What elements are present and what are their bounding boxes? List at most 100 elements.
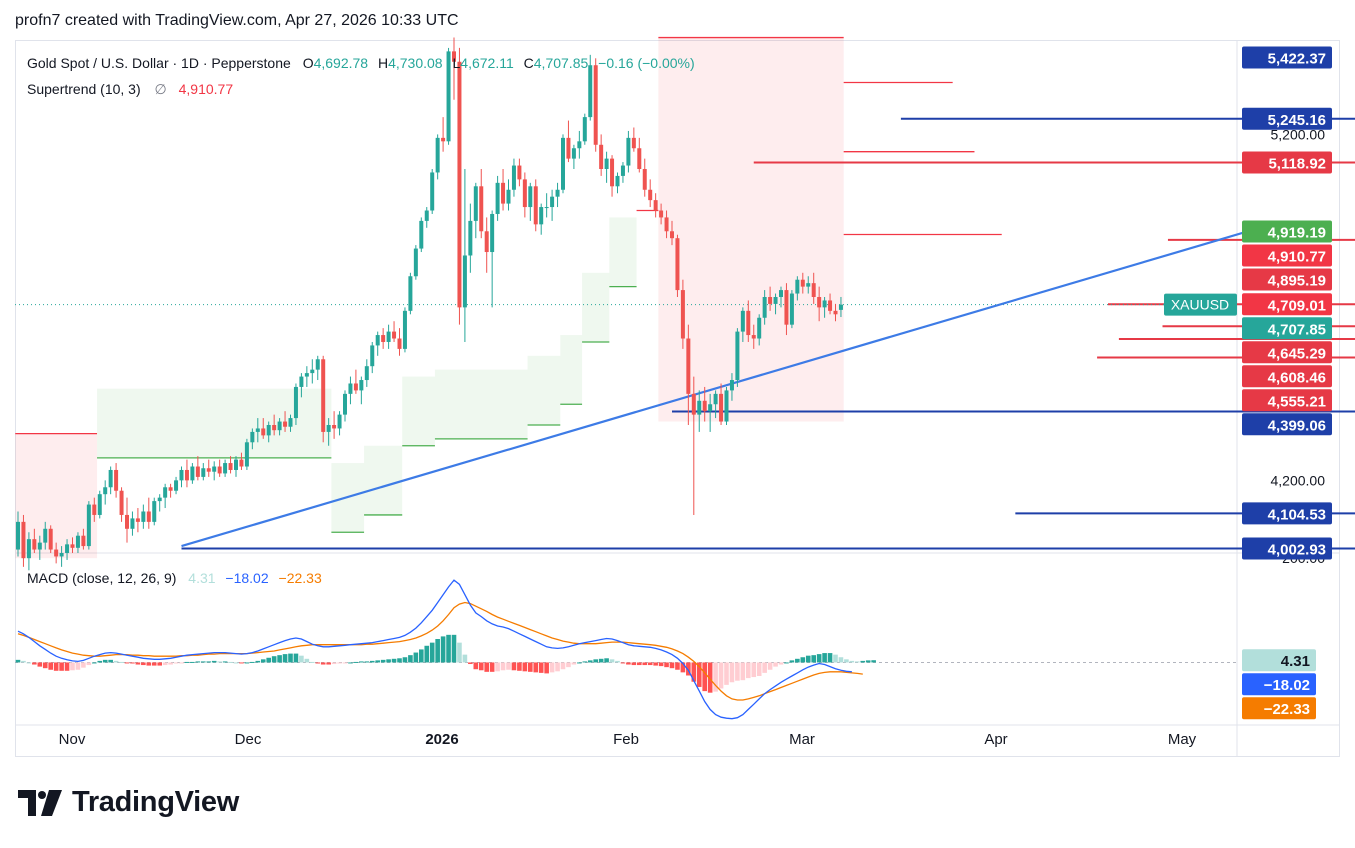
macd-histogram-bar	[168, 662, 173, 665]
macd-histogram-bar	[724, 662, 729, 685]
candle-body	[190, 466, 195, 481]
price-tag-background	[1242, 244, 1332, 267]
price-tag-background	[1242, 502, 1332, 525]
chart-frame[interactable]	[15, 40, 1340, 757]
supertrend-value: 4,910.77	[178, 81, 234, 97]
macd-histogram-bar	[593, 659, 598, 663]
candle-body	[206, 468, 211, 472]
candle-body	[223, 463, 228, 474]
macd-histogram-bar	[560, 662, 566, 670]
time-axis-tick-label: Feb	[613, 731, 639, 748]
candle-body	[697, 400, 702, 415]
macd-histogram-bar	[233, 662, 239, 664]
candle-body	[631, 137, 636, 149]
macd-histogram-bar	[511, 662, 517, 671]
macd-histogram-bar	[609, 659, 615, 663]
macd-histogram-bar	[707, 662, 713, 693]
candle-body	[141, 511, 146, 522]
candle-body	[588, 65, 593, 118]
candle-body	[103, 487, 108, 495]
macd-histogram-bar	[53, 662, 59, 671]
macd-histogram-bar	[92, 662, 97, 664]
candle-body	[32, 539, 37, 550]
chart-canvas[interactable]: 5,200.004,800.004,200.00200.00XAUUSD5,42…	[0, 0, 1355, 760]
candle-body	[348, 383, 353, 394]
macd-histogram-bar	[528, 662, 533, 672]
time-axis-tick-label: May	[1168, 731, 1197, 748]
time-axis-tick-label: Apr	[984, 731, 1007, 748]
macd-histogram-bar	[451, 634, 457, 663]
macd-histogram-bar	[533, 662, 539, 673]
macd-histogram-bar	[669, 662, 675, 669]
low-label: L	[452, 55, 461, 71]
tradingview-logo-icon	[18, 789, 62, 816]
macd-histogram-bar	[658, 662, 664, 667]
macd-histogram-bar	[21, 660, 26, 663]
macd-histogram-bar	[489, 662, 495, 672]
candle-body	[37, 542, 42, 550]
macd-histogram-bar	[457, 642, 462, 663]
supertrend-fill	[658, 37, 844, 422]
candle-body	[293, 386, 298, 419]
macd-histogram-bar	[631, 662, 637, 666]
macd-histogram-bar	[326, 662, 331, 665]
price-axis-tick-label: 5,200.00	[1271, 126, 1326, 142]
candle-body	[277, 421, 282, 431]
open-label: O	[302, 55, 314, 71]
macd-histogram-bar	[756, 662, 762, 677]
candle-body	[310, 369, 315, 374]
candle-body	[304, 373, 309, 377]
macd-histogram-bar	[337, 662, 342, 664]
candle-body	[435, 137, 440, 173]
candle-body	[43, 528, 48, 543]
macd-histogram-bar	[408, 655, 413, 663]
candle-body	[419, 220, 424, 249]
trendline	[181, 223, 1272, 548]
candle-body	[315, 359, 320, 370]
candle-body	[283, 421, 288, 427]
candle-body	[708, 404, 713, 412]
macd-histogram-bar	[587, 660, 593, 663]
macd-histogram-bar	[26, 662, 32, 664]
price-tag-background	[1242, 413, 1332, 436]
macd-histogram-bar	[206, 661, 212, 663]
candle-body	[452, 51, 456, 62]
tradingview-logo[interactable]: TradingView	[18, 786, 239, 819]
candle-body	[664, 217, 669, 232]
macd-histogram-bar	[827, 653, 833, 663]
macd-histogram-bar	[800, 657, 806, 663]
macd-histogram-bar	[386, 659, 391, 663]
time-axis-tick-label: Mar	[789, 731, 815, 748]
macd-histogram-bar	[855, 661, 860, 663]
macd-histogram-bar	[108, 659, 113, 663]
candle-body	[571, 148, 576, 159]
macd-histogram-bar	[75, 662, 81, 670]
candle-body	[735, 331, 740, 381]
candle-body	[746, 310, 751, 336]
candle-body	[16, 521, 20, 550]
candle-body	[626, 137, 631, 166]
candle-body	[577, 141, 582, 149]
candle-body	[201, 468, 206, 477]
candle-body	[561, 137, 565, 190]
macd-histogram-bar	[331, 662, 337, 665]
supertrend-hidden-icon[interactable]: ∅	[154, 81, 167, 97]
macd-histogram-bar	[816, 654, 822, 663]
candle-body	[468, 220, 473, 256]
macd-histogram-bar	[544, 662, 549, 674]
candle-body	[386, 331, 391, 342]
macd-histogram-bar	[195, 661, 201, 663]
macd-tag-background	[1242, 649, 1316, 672]
price-tag-background	[1242, 268, 1332, 291]
candle-body	[779, 290, 783, 297]
high-value: 4,730.08	[388, 55, 443, 71]
macd-tag-label: 4.31	[1281, 653, 1310, 670]
candle-body	[114, 469, 119, 491]
macd-histogram-bar	[222, 661, 228, 663]
macd-histogram-bar	[549, 662, 555, 673]
macd-histogram-bar	[190, 661, 195, 663]
macd-histogram-bar	[184, 661, 190, 663]
macd-histogram-bar	[81, 662, 86, 668]
macd-histogram-bar	[696, 662, 702, 687]
candle-body	[250, 431, 255, 443]
